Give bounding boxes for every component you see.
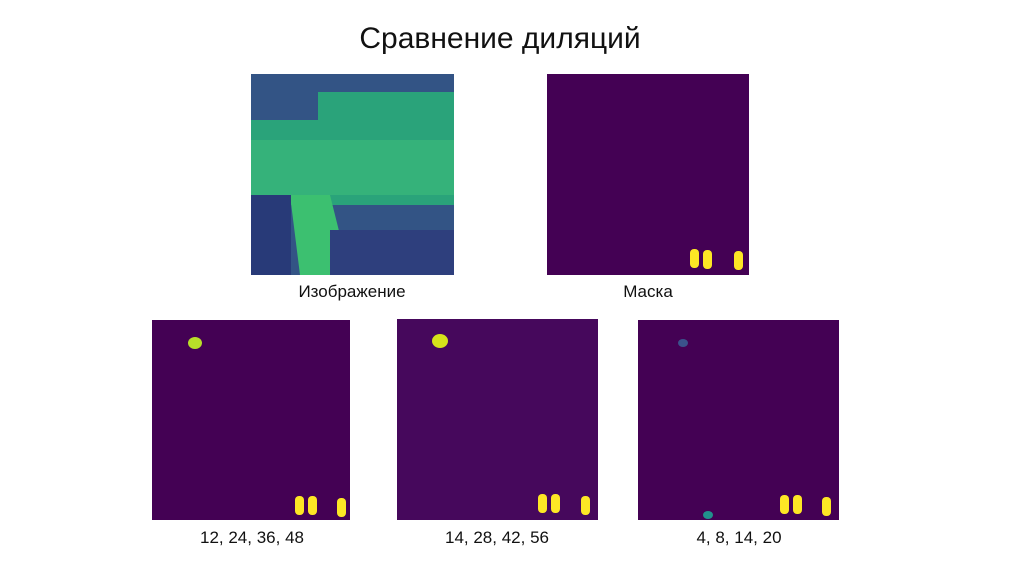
caption: 12, 24, 36, 48 xyxy=(200,528,304,547)
result-panel xyxy=(638,320,839,520)
result-panel xyxy=(152,320,350,520)
image-panel xyxy=(251,74,454,275)
mask-panel xyxy=(547,74,749,275)
caption: 14, 28, 42, 56 xyxy=(445,528,549,547)
caption: Изображение xyxy=(298,282,405,301)
caption: Маска xyxy=(623,282,673,301)
result-panel xyxy=(397,319,598,520)
caption: 4, 8, 14, 20 xyxy=(696,528,781,547)
title: Сравнение диляций xyxy=(359,22,640,55)
